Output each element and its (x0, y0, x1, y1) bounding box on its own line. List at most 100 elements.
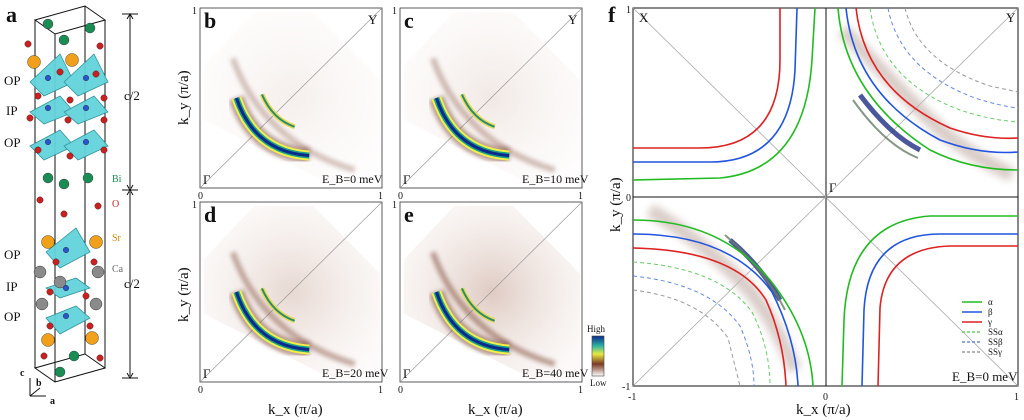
atom-o (90, 258, 98, 266)
fs-energy: E_B=0 meV (952, 369, 1018, 384)
colorbar-high: High (587, 324, 606, 334)
c-half-label-top: c/2 (124, 88, 140, 103)
fs-beta-band (861, 233, 1018, 387)
atom-o (24, 40, 32, 48)
atom-o (94, 202, 102, 210)
cuo-polyhedra (29, 53, 109, 335)
outer-band (429, 57, 556, 173)
tick-label: 1 (378, 191, 383, 202)
atom-o (96, 354, 104, 362)
panel-label-a: a (6, 2, 17, 27)
colorbar-low: Low (590, 378, 607, 388)
atom-o (60, 210, 68, 218)
legend-label: SSβ (988, 337, 1003, 347)
atom-o (34, 92, 42, 100)
atom-bi (58, 34, 70, 46)
atom-o (100, 94, 108, 102)
fs-tick-y: 0 (626, 193, 631, 204)
atom-bi (54, 366, 66, 378)
fs-surface-state (632, 261, 771, 387)
legend-label: γ (987, 317, 992, 327)
arpes-panel-b: b Y Γ E_B=0 meV 0 1 1 (192, 6, 383, 202)
atom-o (34, 146, 42, 154)
energy-label: E_B=0 meV (322, 172, 383, 186)
tick-label: 1 (578, 191, 583, 202)
atom-label-o: O (112, 199, 119, 210)
axis-b-label: b (36, 378, 42, 389)
atom-cu (82, 74, 89, 81)
atom-cu (82, 104, 89, 111)
fs-gamma-band (633, 8, 781, 149)
atom-label-sr: Sr (112, 233, 122, 244)
fs-surface-state (632, 275, 755, 387)
fs-curves (632, 7, 1019, 387)
atom-o (26, 114, 34, 122)
layer-label: OP (4, 73, 21, 88)
diagonal-line (199, 201, 383, 383)
legend-label: SSγ (988, 347, 1002, 357)
fs-tick-y: -1 (622, 382, 630, 393)
fs-alpha-band (632, 219, 814, 387)
atom-o (36, 196, 44, 204)
fs-tick-y: 1 (626, 5, 631, 16)
fs-gamma-band (877, 245, 1018, 387)
layer-label: OP (4, 135, 21, 150)
atom-bi (42, 172, 54, 184)
fs-tick-x: 1 (1014, 392, 1019, 403)
fs-gamma: Γ (829, 180, 837, 195)
fs-surface-state (887, 7, 1019, 109)
arpes-panel-e: e Γ E_B=40 meV 0 1 1 (392, 200, 589, 396)
atom-bi (58, 178, 70, 190)
outer-band (229, 57, 356, 173)
secondary-arc-core (260, 288, 295, 322)
fs-alpha-band (837, 7, 1019, 171)
layer-label: OP (4, 247, 21, 262)
legend-label: α (988, 297, 993, 307)
atom-sr (41, 235, 55, 249)
atom-o (56, 68, 64, 76)
atom-sr (89, 235, 103, 249)
atom-o (82, 292, 90, 300)
tick-label: 1 (392, 6, 397, 17)
atom-o (46, 288, 54, 296)
fs-beta-band (632, 233, 799, 387)
energy-label: E_B=40 meV (522, 366, 589, 380)
diagonal-line (399, 7, 583, 189)
secondary-arc-core (260, 94, 295, 128)
fs-alpha-band (632, 7, 816, 181)
c-half-label-bottom: c/2 (124, 276, 140, 291)
tick-label: 1 (578, 385, 583, 396)
layer-labels-top: OP IP OP (4, 73, 21, 150)
arc-core (234, 97, 310, 158)
secondary-arc-core (460, 288, 495, 322)
atom-ca (35, 297, 49, 311)
atom-o (64, 116, 72, 124)
atom-sr (41, 333, 55, 347)
fs-diagonals (632, 7, 1019, 387)
atom-o (40, 352, 48, 360)
arc-core (234, 291, 310, 352)
panel-label-d: d (204, 202, 216, 227)
tick-label: 1 (192, 200, 197, 211)
diagonal-line (199, 7, 383, 189)
atom-sr (65, 53, 79, 67)
panel-f-fermi-surface: f X Y Γ E_B=0 meV 1 0 -1 -1 0 1 k_x (π/a (608, 2, 1019, 418)
fs-ylabel: k_y (π/a) (608, 177, 624, 232)
tick-label: 1 (192, 6, 197, 17)
corner-gamma-label: Γ (203, 172, 211, 187)
arc-core (434, 97, 510, 158)
atom-label-bi: Bi (112, 174, 122, 185)
fs-gamma-band (632, 247, 787, 387)
corner-gamma-label: Γ (203, 366, 211, 381)
atom-cu (82, 138, 89, 145)
layer-labels-bottom: OP IP OP (4, 247, 21, 324)
atom-ca (33, 265, 47, 279)
atom-o (86, 322, 94, 330)
atom-cu (63, 285, 70, 292)
map-ylabel-top: k_y (π/a) (176, 70, 192, 125)
corner-gamma-label: Γ (403, 366, 411, 381)
energy-label: E_B=20 meV (322, 366, 389, 380)
atom-o (46, 322, 54, 330)
